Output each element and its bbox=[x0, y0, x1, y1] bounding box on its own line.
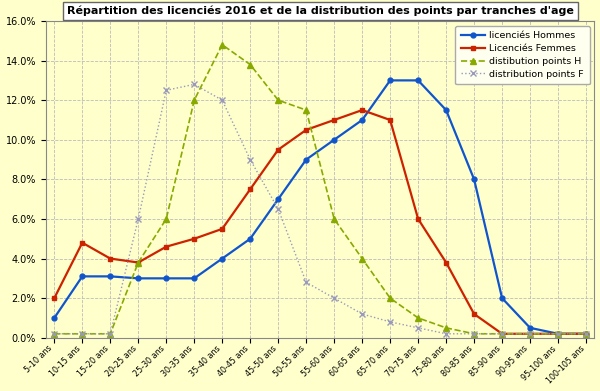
Licenciés Femmes bbox=[499, 332, 506, 336]
licenciés Hommes bbox=[526, 325, 533, 330]
distibution points H bbox=[107, 332, 114, 336]
distibution points H bbox=[163, 217, 170, 221]
distibution points H bbox=[79, 332, 86, 336]
Licenciés Femmes bbox=[275, 147, 282, 152]
Licenciés Femmes bbox=[134, 260, 142, 265]
licenciés Hommes bbox=[359, 118, 366, 122]
Licenciés Femmes bbox=[79, 240, 86, 245]
licenciés Hommes bbox=[191, 276, 198, 281]
Licenciés Femmes bbox=[443, 260, 450, 265]
Line: Licenciés Femmes: Licenciés Femmes bbox=[52, 108, 589, 336]
Licenciés Femmes bbox=[583, 332, 590, 336]
licenciés Hommes bbox=[499, 296, 506, 301]
Licenciés Femmes bbox=[470, 312, 478, 316]
distibution points H bbox=[583, 332, 590, 336]
licenciés Hommes bbox=[218, 256, 226, 261]
distribution points F bbox=[163, 88, 170, 93]
Licenciés Femmes bbox=[302, 127, 310, 132]
Line: distribution points F: distribution points F bbox=[52, 82, 589, 337]
Licenciés Femmes bbox=[359, 108, 366, 113]
licenciés Hommes bbox=[415, 78, 422, 83]
distibution points H bbox=[386, 296, 394, 301]
distribution points F bbox=[302, 280, 310, 285]
distribution points F bbox=[134, 217, 142, 221]
distibution points H bbox=[134, 260, 142, 265]
distibution points H bbox=[275, 98, 282, 102]
licenciés Hommes bbox=[79, 274, 86, 279]
distibution points H bbox=[470, 332, 478, 336]
distribution points F bbox=[499, 332, 506, 336]
distribution points F bbox=[554, 332, 562, 336]
licenciés Hommes bbox=[163, 276, 170, 281]
Licenciés Femmes bbox=[331, 118, 338, 122]
Licenciés Femmes bbox=[247, 187, 254, 192]
Title: Répartition des licenciés 2016 et de la distribution des points par tranches d'a: Répartition des licenciés 2016 et de la … bbox=[67, 5, 574, 16]
Licenciés Femmes bbox=[191, 237, 198, 241]
distibution points H bbox=[554, 332, 562, 336]
licenciés Hommes bbox=[134, 276, 142, 281]
distibution points H bbox=[247, 62, 254, 67]
distribution points F bbox=[79, 332, 86, 336]
Licenciés Femmes bbox=[415, 217, 422, 221]
distribution points F bbox=[50, 332, 58, 336]
distibution points H bbox=[443, 325, 450, 330]
Licenciés Femmes bbox=[526, 332, 533, 336]
Licenciés Femmes bbox=[163, 244, 170, 249]
licenciés Hommes bbox=[275, 197, 282, 201]
distribution points F bbox=[415, 325, 422, 330]
distribution points F bbox=[218, 98, 226, 102]
distribution points F bbox=[331, 296, 338, 301]
licenciés Hommes bbox=[554, 332, 562, 336]
distribution points F bbox=[247, 157, 254, 162]
distibution points H bbox=[191, 98, 198, 102]
Licenciés Femmes bbox=[554, 332, 562, 336]
distribution points F bbox=[107, 332, 114, 336]
distibution points H bbox=[415, 316, 422, 320]
distibution points H bbox=[359, 256, 366, 261]
distibution points H bbox=[331, 217, 338, 221]
licenciés Hommes bbox=[247, 237, 254, 241]
distibution points H bbox=[526, 332, 533, 336]
licenciés Hommes bbox=[470, 177, 478, 182]
distribution points F bbox=[191, 82, 198, 87]
distribution points F bbox=[275, 207, 282, 212]
Line: distibution points H: distibution points H bbox=[51, 41, 590, 337]
distribution points F bbox=[470, 332, 478, 336]
distibution points H bbox=[218, 42, 226, 47]
Licenciés Femmes bbox=[386, 118, 394, 122]
licenciés Hommes bbox=[331, 137, 338, 142]
licenciés Hommes bbox=[50, 316, 58, 320]
distribution points F bbox=[359, 312, 366, 316]
distribution points F bbox=[386, 319, 394, 324]
distribution points F bbox=[443, 332, 450, 336]
distribution points F bbox=[526, 332, 533, 336]
Legend: licenciés Hommes, Licenciés Femmes, distibution points H, distribution points F: licenciés Hommes, Licenciés Femmes, dist… bbox=[455, 26, 590, 84]
Licenciés Femmes bbox=[50, 296, 58, 301]
Line: licenciés Hommes: licenciés Hommes bbox=[52, 78, 589, 336]
licenciés Hommes bbox=[386, 78, 394, 83]
licenciés Hommes bbox=[443, 108, 450, 113]
licenciés Hommes bbox=[107, 274, 114, 279]
distibution points H bbox=[302, 108, 310, 113]
Licenciés Femmes bbox=[107, 256, 114, 261]
Licenciés Femmes bbox=[218, 226, 226, 231]
distribution points F bbox=[583, 332, 590, 336]
licenciés Hommes bbox=[583, 332, 590, 336]
licenciés Hommes bbox=[302, 157, 310, 162]
distibution points H bbox=[499, 332, 506, 336]
distibution points H bbox=[50, 332, 58, 336]
